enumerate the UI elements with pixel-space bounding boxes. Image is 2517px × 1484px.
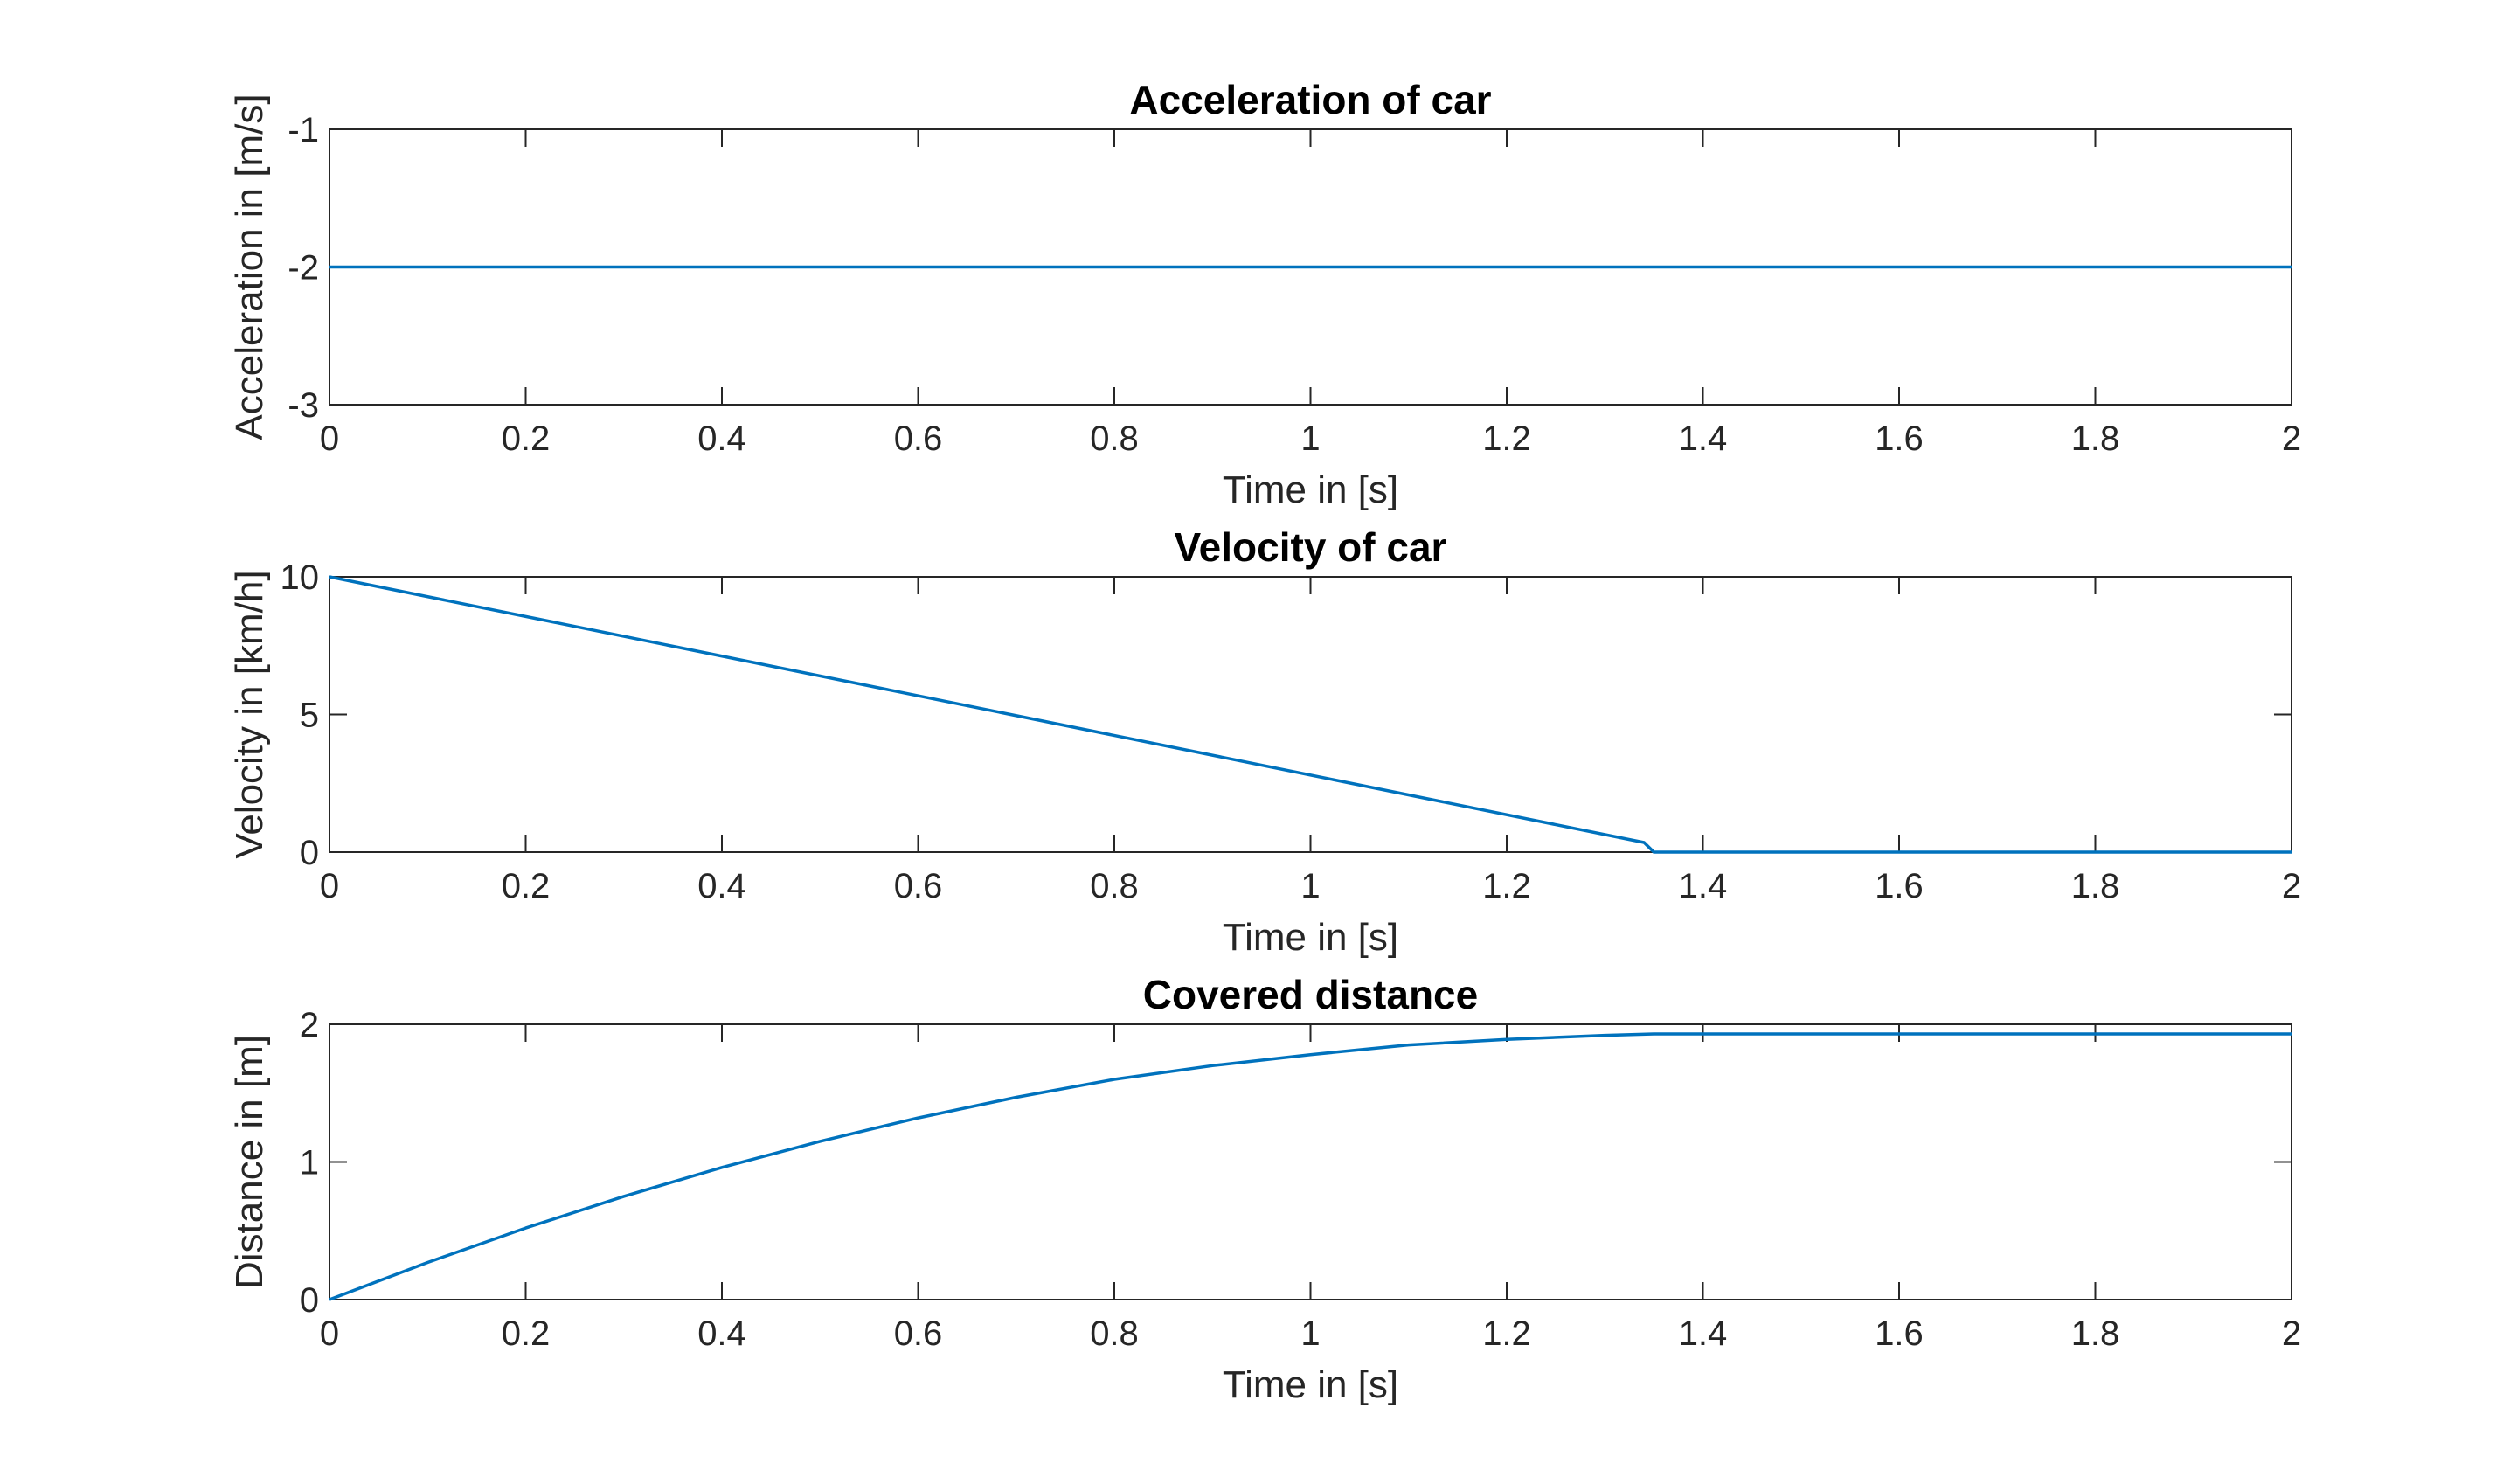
subplot-3: Covered distance 0 0.2 0.4 0.6 0.8 1 1.2 1.4 1.6 1…: [228, 972, 2301, 1406]
y-tick-label: 5: [300, 697, 319, 735]
x-tick-label: 0.4: [697, 1314, 746, 1353]
x-tick-label: 0.8: [1090, 1314, 1139, 1353]
x-tick-label: 0: [320, 867, 339, 905]
x-tick-label: 0.4: [697, 867, 746, 905]
y-tick-label: -2: [288, 249, 319, 288]
x-tick-label: 0.8: [1090, 867, 1139, 905]
x-tick-label: 0: [320, 420, 339, 458]
y-axis-label: Velocity in [km/h]: [228, 570, 271, 858]
x-tick-label: 0: [320, 1314, 339, 1353]
x-tick-label: 1.2: [1482, 1314, 1531, 1353]
x-tick-label: 2: [2282, 867, 2301, 905]
axes-frame: [329, 1023, 2292, 1300]
x-tick-label: 0.8: [1090, 420, 1139, 458]
x-tick-label: 1.6: [1875, 420, 1924, 458]
axes-frame: [329, 576, 2292, 853]
x-tick-label: 0.2: [502, 1314, 551, 1353]
x-tick-label: 1.2: [1482, 420, 1531, 458]
x-tick-label: 1.4: [1679, 420, 1728, 458]
y-tick-label: 0: [300, 1281, 319, 1320]
x-tick-label: 1.2: [1482, 867, 1531, 905]
chart-title: Covered distance: [1143, 972, 1478, 1017]
x-tick-label: 0.2: [502, 867, 551, 905]
x-tick-label: 0.6: [894, 1314, 943, 1353]
x-tick-label: 1: [1300, 1314, 1320, 1353]
x-axis-label: Time in [s]: [1223, 1363, 1398, 1406]
x-tick-label: 1.6: [1875, 867, 1924, 905]
x-tick-label: 1.6: [1875, 1314, 1924, 1353]
subplot-1: Acceleration of car 0 0.2 0.4 0.6 0.8 1 1.2 1.4 1…: [228, 77, 2301, 511]
y-tick-label: 0: [300, 834, 319, 872]
subplot-2: Velocity of car 0 0.2 0.4 0.6 0.8 1 1.2 1.4 1.6 1.…: [228, 524, 2301, 959]
y-tick-label: 2: [300, 1006, 319, 1044]
y-axis-label: Acceleration in [m/s]: [228, 94, 271, 440]
x-tick-label: 1.8: [2071, 1314, 2120, 1353]
x-tick-label: 2: [2282, 420, 2301, 458]
x-tick-label: 1.4: [1679, 1314, 1728, 1353]
x-tick-label: 1.8: [2071, 867, 2120, 905]
y-tick-label: -1: [288, 111, 319, 149]
x-tick-label: 1: [1300, 420, 1320, 458]
chart-title: Velocity of car: [1175, 524, 1447, 570]
x-tick-label: 0.2: [502, 420, 551, 458]
chart-title: Acceleration of car: [1129, 77, 1491, 122]
plots-container: Acceleration of car 0 0.2 0.4 0.6 0.8 1 1.2 1.4 1…: [228, 77, 2301, 1406]
x-tick-label: 1: [1300, 867, 1320, 905]
series-line: [329, 575, 2292, 854]
y-tick-label: -3: [288, 386, 319, 425]
x-tick-label: 1.8: [2071, 420, 2120, 458]
x-axis-label: Time in [s]: [1223, 916, 1398, 959]
x-tick-label: 0.6: [894, 420, 943, 458]
x-axis-label: Time in [s]: [1223, 468, 1398, 511]
y-tick-label: 1: [300, 1144, 319, 1182]
x-tick-label: 1.4: [1679, 867, 1728, 905]
x-tick-label: 0.6: [894, 867, 943, 905]
x-tick-label: 2: [2282, 1314, 2301, 1353]
y-tick-label: 10: [281, 558, 320, 597]
x-tick-label: 0.4: [697, 420, 746, 458]
series-line: [329, 1032, 2292, 1301]
y-axis-label: Distance in [m]: [228, 1035, 271, 1289]
